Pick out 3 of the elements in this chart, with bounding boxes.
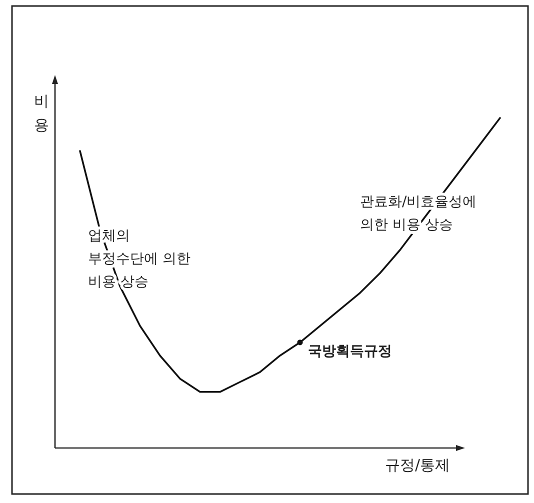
y-axis-title: 비용 <box>34 92 49 134</box>
annotation: 국방획득규정 <box>308 343 392 360</box>
x-axis-title: 규정/통제 <box>385 456 450 474</box>
